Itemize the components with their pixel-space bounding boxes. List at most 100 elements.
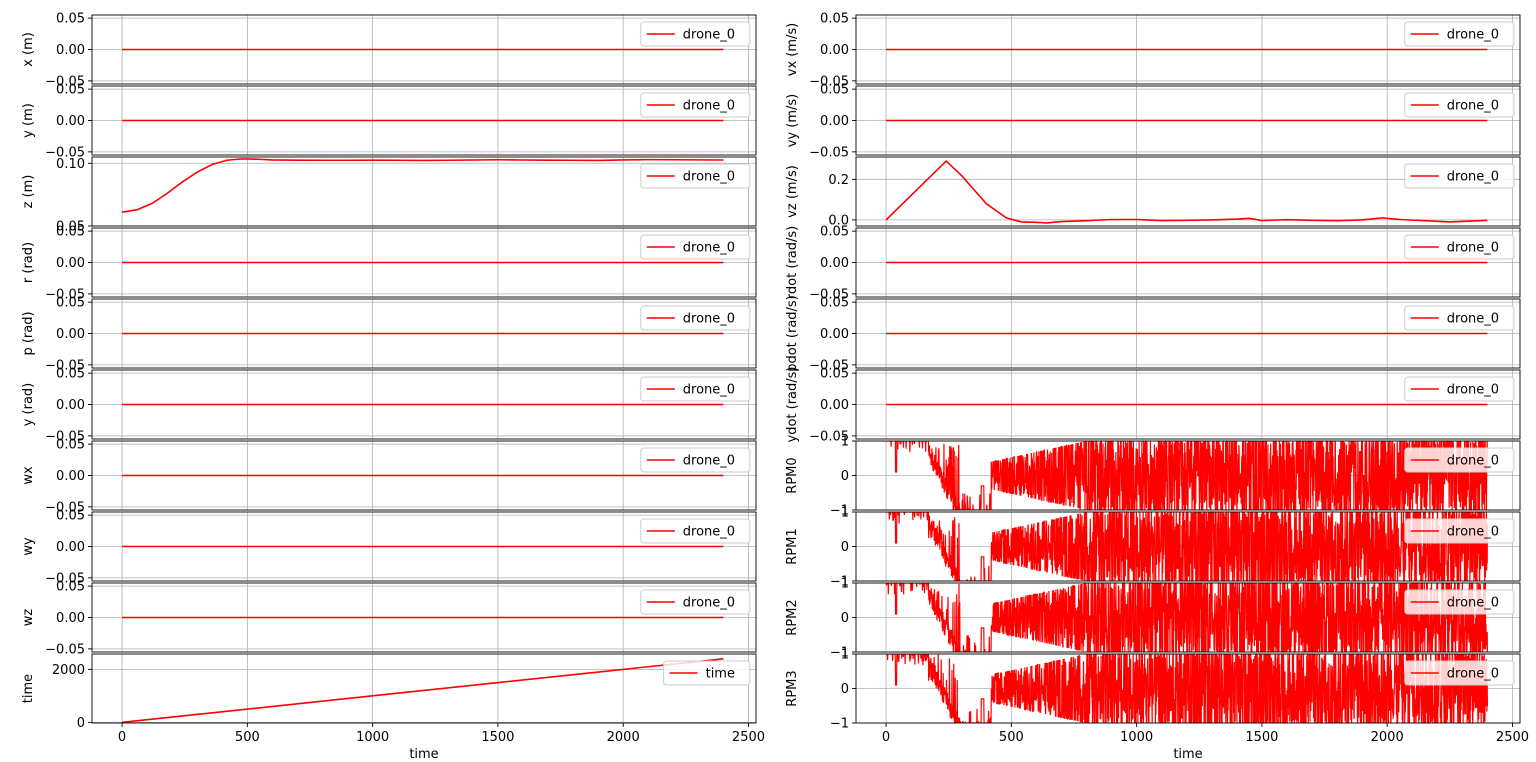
- panel-right-3: −0.05 0.00 0.05 rdot (rad/s) drone_0: [785, 225, 1521, 302]
- panel-left-0-ytick-label-2: 0.05: [56, 12, 85, 27]
- panel-right-0-ylabel: vx (m/s): [785, 23, 800, 76]
- panel-left-9-xtick-label-5: 2500: [732, 730, 765, 745]
- panel-left-9-background: [92, 654, 756, 723]
- panel-right-1-legend-box: [1404, 92, 1515, 118]
- panel-right-7-ytick-label-2: 1: [841, 506, 849, 521]
- panel-left-5-legend-box: [640, 376, 751, 402]
- panel-right-7-legend-label: drone_0: [1447, 525, 1499, 540]
- panel-right-6-ytick-label-2: 1: [841, 435, 849, 450]
- panel-right-9-xlabel: time: [1173, 747, 1202, 762]
- panel-left-3-ytick-label-0: −0.05: [45, 287, 85, 302]
- panel-left-8: −0.05 0.00 0.05 wz drone_0: [21, 580, 757, 657]
- panel-left-2-ytick-label-0: 0.05: [56, 220, 85, 235]
- panel-left-5-ylabel: y (rad): [21, 383, 36, 427]
- panel-right-5-ylabel: ydot (rad/s): [785, 367, 800, 443]
- panel-left-9-legend-label: time: [706, 667, 735, 682]
- panel-left-0-ytick-label-0: −0.05: [45, 74, 85, 89]
- panel-left-9-ytick-label-1: 2000: [52, 663, 85, 678]
- panel-left-0-legend-label: drone_0: [683, 28, 735, 43]
- panel-right-8-legend-box: [1404, 589, 1515, 615]
- panel-right-6: −1 0 1 RPM0 drone_0: [785, 435, 1521, 519]
- panel-left-9-xtick-label-2: 1000: [356, 730, 389, 745]
- panel-left-2-series-line-0: [121, 158, 724, 213]
- panel-left-0: −0.05 0.00 0.05 x (m) drone_0: [21, 12, 757, 89]
- panel-right-8: −1 0 1 RPM2 drone_0: [785, 577, 1521, 661]
- panel-right-3-ytick-label-0: −0.05: [809, 287, 849, 302]
- panel-left-9-xtick-label-0: 0: [118, 730, 126, 745]
- panel-right-2-ytick-label-1: 0.2: [828, 173, 849, 188]
- panel-right-3-legend-label: drone_0: [1447, 241, 1499, 256]
- panel-right-2-ytick-label-0: 0.0: [828, 213, 849, 228]
- panel-right-0-legend-label: drone_0: [1447, 28, 1499, 43]
- panel-left-9-xtick-label-4: 2000: [607, 730, 640, 745]
- panel-left-4-ytick-label-0: −0.05: [45, 358, 85, 373]
- panel-right-1-legend-label: drone_0: [1447, 99, 1499, 114]
- panel-right-6-ytick-label-1: 0: [841, 469, 849, 484]
- panel-right-5-ytick-label-0: −0.05: [809, 429, 849, 444]
- panel-right-8-legend-label: drone_0: [1447, 596, 1499, 611]
- panel-right-9-series-line-0: [886, 654, 1489, 723]
- panel-right-9-xtick-label-2: 1000: [1120, 730, 1153, 745]
- panel-right-1-ytick-label-2: 0.05: [820, 83, 849, 98]
- panel-right-4-legend-label: drone_0: [1447, 312, 1499, 327]
- panel-left-6-ylabel: wx: [21, 466, 36, 485]
- panel-right-8-ylabel: RPM2: [785, 599, 800, 635]
- panel-right-7-ytick-label-0: −1: [830, 575, 849, 590]
- panel-left-9-series-line-0: [121, 657, 724, 723]
- panel-right-7-legend-box: [1404, 518, 1515, 544]
- panel-left-8-ytick-label-1: 0.00: [56, 611, 85, 626]
- panel-left-5-ytick-label-1: 0.00: [56, 398, 85, 413]
- panel-left-7-legend-box: [640, 518, 751, 544]
- panel-left-9: 0 2000 0 500 1000 1500 2000 2500 time time time: [21, 653, 765, 762]
- panel-right-1-ytick-label-1: 0.00: [820, 114, 849, 129]
- panel-left-1-ytick-label-0: −0.05: [45, 145, 85, 160]
- panel-left-8-ylabel: wz: [21, 609, 36, 627]
- panel-right-9-xtick-label-1: 500: [999, 730, 1024, 745]
- panel-left-1: −0.05 0.00 0.05 y (m) drone_0: [21, 83, 757, 160]
- panel-left-4-ytick-label-2: 0.05: [56, 296, 85, 311]
- panel-right-1: −0.05 0.00 0.05 vy (m/s) drone_0: [785, 83, 1521, 160]
- panel-right-9-ylabel: RPM3: [785, 670, 800, 706]
- panel-left-0-ytick-label-1: 0.00: [56, 43, 85, 58]
- panel-left-3-ylabel: r (rad): [21, 242, 36, 283]
- panel-right-1-ylabel: vy (m/s): [785, 94, 800, 147]
- panel-right-6-series-line-0: [886, 441, 1489, 510]
- panel-right-8-ytick-label-2: 1: [841, 577, 849, 592]
- panel-right-9-legend-label: drone_0: [1447, 667, 1499, 682]
- panel-right-2-ylabel: vz (m/s): [785, 165, 800, 218]
- panel-left-9-xtick-label-1: 500: [235, 730, 260, 745]
- panel-left-1-legend-box: [640, 92, 751, 118]
- panel-right-2-legend-label: drone_0: [1447, 170, 1499, 185]
- panel-left-3: −0.05 0.00 0.05 r (rad) drone_0: [21, 225, 757, 302]
- panel-left-1-ytick-label-2: 0.05: [56, 83, 85, 98]
- panel-left-7-ylabel: wy: [21, 537, 36, 556]
- panel-right-4-ytick-label-1: 0.00: [820, 327, 849, 342]
- panel-right-9-xtick-label-5: 2500: [1496, 730, 1529, 745]
- panel-right-9-xtick-label-4: 2000: [1371, 730, 1404, 745]
- panel-left-7: −0.05 0.00 0.05 wy drone_0: [21, 509, 757, 586]
- panel-right-3-ylabel: rdot (rad/s): [785, 226, 800, 299]
- panel-left-3-legend-box: [640, 234, 751, 260]
- panel-left-9-ytick-label-0: 0: [77, 716, 85, 731]
- panel-right-5-legend-box: [1404, 376, 1515, 402]
- panel-left-5-ytick-label-0: −0.05: [45, 429, 85, 444]
- panel-left-7-ytick-label-2: 0.05: [56, 509, 85, 524]
- panel-right-5-ytick-label-1: 0.00: [820, 398, 849, 413]
- panel-left-2: 0.05 0.10 z (m) drone_0: [21, 156, 757, 235]
- panel-left-2-legend-label: drone_0: [683, 170, 735, 185]
- panel-left-0-ylabel: x (m): [21, 32, 36, 67]
- panel-right-4-ytick-label-2: 0.05: [820, 296, 849, 311]
- panel-right-9-xtick-label-3: 1500: [1245, 730, 1278, 745]
- panel-right-9-ytick-label-2: 1: [841, 648, 849, 663]
- panel-left-1-ytick-label-1: 0.00: [56, 114, 85, 129]
- panel-left-4-legend-label: drone_0: [683, 312, 735, 327]
- panel-right-5-ytick-label-2: 0.05: [820, 367, 849, 382]
- panel-right-3-ytick-label-2: 0.05: [820, 225, 849, 240]
- panel-left-2-ylabel: z (m): [21, 175, 36, 209]
- panel-right-9-ytick-label-0: −1: [830, 717, 849, 732]
- panel-right-9-xtick-label-0: 0: [882, 730, 890, 745]
- panel-right-0-ytick-label-1: 0.00: [820, 43, 849, 58]
- panel-left-0-legend-box: [640, 21, 751, 47]
- panel-right-8-ytick-label-1: 0: [841, 611, 849, 626]
- panel-right-5-legend-label: drone_0: [1447, 383, 1499, 398]
